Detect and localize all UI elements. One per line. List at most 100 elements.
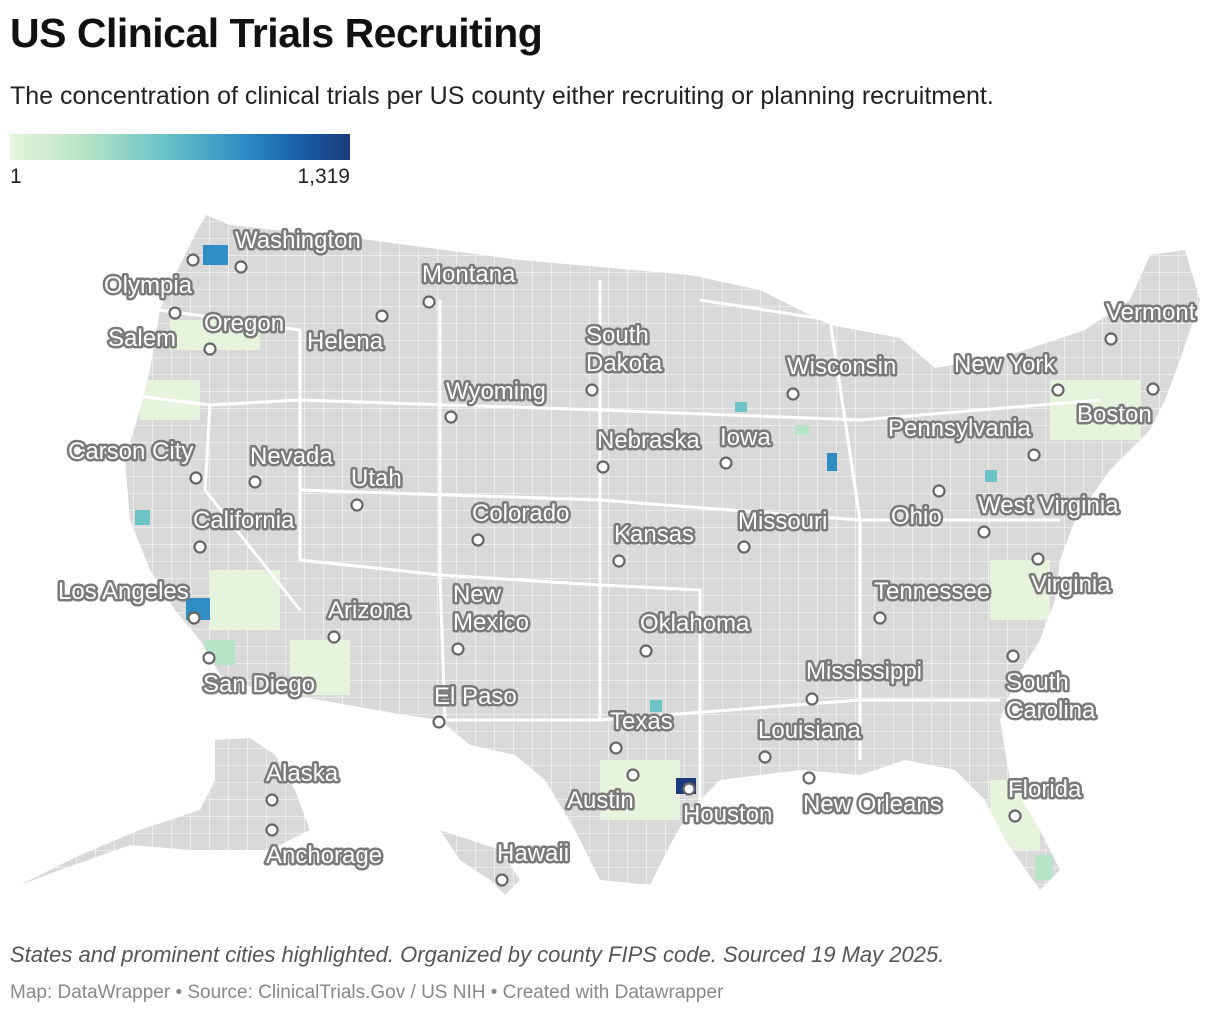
city-dot-oklahoma [639, 644, 653, 658]
city-dot-south-carolina [1006, 649, 1020, 663]
label-tennessee: Tennessee [874, 578, 990, 605]
label-austin: Austin [567, 787, 634, 814]
city-dot-louisiana [758, 750, 772, 764]
label-olympia: Olympia [104, 272, 193, 299]
label-kansas: Kansas [614, 521, 694, 548]
city-dot-new-mexico [451, 642, 465, 656]
label-florida: Florida [1008, 776, 1082, 803]
label-oklahoma: Oklahoma [640, 610, 750, 637]
label-alaska: Alaska [266, 760, 339, 787]
label-carson-city: Carson City [68, 438, 193, 465]
label-helena: Helena [307, 328, 384, 355]
label-new-orleans: New Orleans [803, 791, 942, 818]
label-south-dakota-line2: Dakota [586, 350, 663, 377]
label-colorado: Colorado [472, 500, 569, 527]
city-dot-los-angeles [187, 611, 201, 625]
label-south-dakota-line1: South [586, 322, 649, 349]
label-arizona: Arizona [328, 597, 410, 624]
label-utah: Utah [351, 465, 402, 492]
city-dot-virginia [1031, 552, 1045, 566]
label-oregon: Oregon [204, 310, 284, 337]
city-dot-vermont [1104, 332, 1118, 346]
label-iowa: Iowa [720, 424, 771, 451]
city-dot-california [193, 540, 207, 554]
state-borders [129, 280, 1101, 800]
city-dot-pennsylvania [1027, 448, 1041, 462]
city-dot-iowa [719, 456, 733, 470]
border-central [299, 488, 1060, 522]
label-montana: Montana [422, 261, 516, 288]
city-dot-carson-city [189, 471, 203, 485]
county-fill-low-east [990, 560, 1050, 620]
chart-notes: States and prominent cities highlighted.… [10, 942, 945, 967]
city-dot-florida [1008, 809, 1022, 823]
county-fill-mid-minneapolis [735, 402, 747, 412]
county-fill-low-arizona [290, 640, 350, 695]
city-dot-seattle [186, 253, 200, 267]
county-fill-low-florida-south [1035, 855, 1053, 880]
county-fill-low-texas [600, 760, 680, 820]
city-dot-south-dakota [585, 383, 599, 397]
city-dot-helena [375, 309, 389, 323]
county-fill-low-northeast [1050, 380, 1140, 440]
county-fill-mid-ca-bay [135, 510, 150, 525]
city-dot-mississippi [805, 692, 819, 706]
label-new-york: New York [954, 351, 1056, 378]
city-dot-nevada [248, 475, 262, 489]
label-missouri: Missouri [738, 508, 827, 535]
label-west-virginia: West Virginia [978, 492, 1119, 519]
label-boston: Boston [1077, 401, 1152, 428]
city-dot-montana [422, 295, 436, 309]
us-county-map[interactable]: Washington Olympia Salem Oregon Helena M… [0, 195, 1220, 915]
city-dot-ohio [932, 484, 946, 498]
label-south-carolina-line1: South [1006, 669, 1069, 696]
label-texas: Texas [610, 708, 673, 735]
map-labels: Washington Olympia Salem Oregon Helena M… [56, 225, 1199, 872]
label-wisconsin: Wisconsin [787, 353, 896, 380]
legend-gradient-bar [10, 134, 350, 160]
city-dot-san-diego [202, 651, 216, 665]
label-nevada: Nevada [250, 443, 333, 470]
city-dot-wyoming [444, 410, 458, 424]
city-dot-nebraska [596, 460, 610, 474]
label-pennsylvania: Pennsylvania [888, 415, 1031, 442]
county-fill-mid-pittsburgh [985, 470, 997, 482]
legend-min-label: 1 [10, 165, 22, 188]
city-dot-west-virginia [977, 525, 991, 539]
city-dot-boston [1146, 382, 1160, 396]
label-louisiana: Louisiana [758, 717, 861, 744]
label-vermont: Vermont [1106, 299, 1196, 326]
city-dot-new-york [1051, 383, 1065, 397]
city-dot-colorado [471, 533, 485, 547]
label-wyoming: Wyoming [446, 378, 546, 405]
label-anchorage: Anchorage [266, 842, 382, 869]
border-midwest [598, 280, 702, 800]
city-dot-el-paso [432, 715, 446, 729]
city-dot-alaska [265, 793, 279, 807]
county-fill-mid-madison [795, 425, 809, 435]
chart-byline: Map: DataWrapper • Source: ClinicalTrial… [10, 982, 724, 1003]
city-dot-hawaii [495, 873, 509, 887]
county-fill-high-chicago [827, 453, 837, 471]
label-washington: Washington [235, 227, 361, 254]
border-rockies [299, 398, 1101, 422]
city-dot-arizona [327, 630, 341, 644]
city-dot-spokane [234, 260, 248, 274]
label-houston: Houston [683, 801, 772, 828]
label-new-mexico-line1: New [453, 581, 502, 608]
city-dot-houston [682, 782, 696, 796]
legend-max-label: 1,319 [297, 165, 350, 188]
border-plains [438, 300, 602, 720]
label-south-carolina-line2: Carolina [1006, 697, 1096, 724]
label-salem: Salem [108, 325, 176, 352]
city-dot-kansas [612, 554, 626, 568]
label-hawaii: Hawaii [497, 840, 569, 867]
label-los-angeles: Los Angeles [58, 578, 189, 605]
border-south [445, 698, 1000, 722]
city-markers [168, 253, 1160, 887]
county-fill-low-west [210, 570, 280, 630]
label-nebraska: Nebraska [597, 427, 700, 454]
chart-title: US Clinical Trials Recruiting [10, 10, 543, 56]
city-dot-wisconsin [786, 387, 800, 401]
border-nevada-ca [203, 404, 302, 611]
